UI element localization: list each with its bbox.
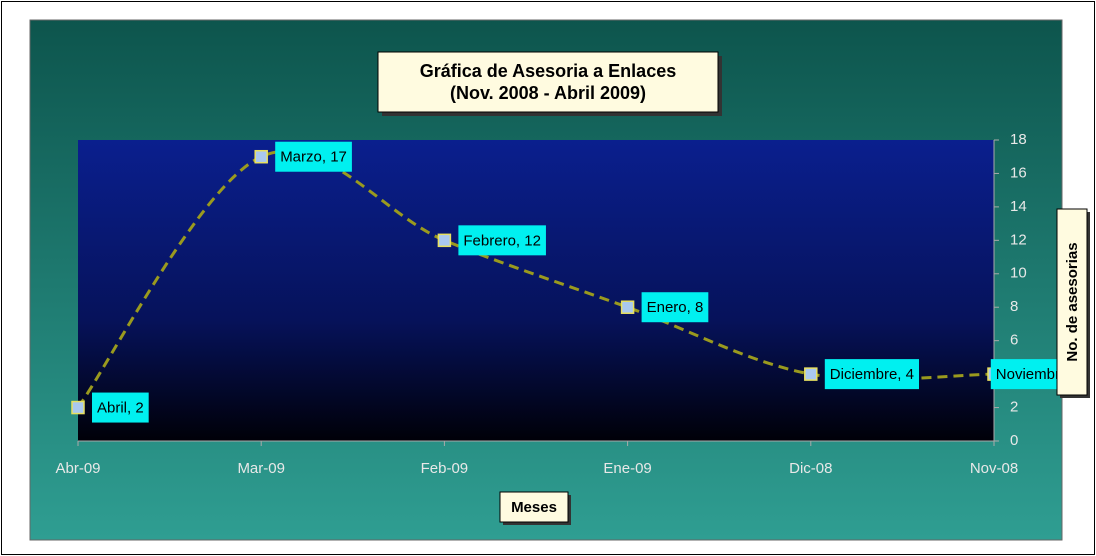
data-label: Enero, 8 <box>641 292 709 323</box>
y-tick-label: 0 <box>1010 432 1018 449</box>
x-title-box <box>499 491 569 523</box>
chart-title: Gráfica de Asesoria a Enlaces <box>420 61 676 81</box>
data-label-box <box>458 225 546 256</box>
x-tick-label: Feb-09 <box>421 460 469 477</box>
chart-subtitle: (Nov. 2008 - Abril 2009) <box>450 83 646 103</box>
plot-area <box>78 140 994 441</box>
data-label: Febrero, 12 <box>458 225 546 256</box>
x-tick-label: Mar-09 <box>237 460 285 477</box>
data-line <box>76 149 995 409</box>
y-tick-label: 6 <box>1010 332 1018 349</box>
title-box <box>377 51 719 113</box>
y-tick-label: 16 <box>1010 164 1027 181</box>
x-tick-label: Ene-09 <box>603 460 651 477</box>
data-point <box>620 300 635 314</box>
y-title-box <box>1056 208 1088 396</box>
data-label-text: Enero, 8 <box>647 299 704 316</box>
data-label-text: Febrero, 12 <box>463 232 541 249</box>
y-tick-label: 18 <box>1010 131 1027 148</box>
data-label-box <box>275 141 352 172</box>
data-label-box <box>641 292 709 323</box>
data-point <box>254 149 268 164</box>
y-tick-label: 2 <box>1010 399 1018 416</box>
y-tick-label: 12 <box>1010 231 1027 248</box>
data-label-text: Diciembre, 4 <box>830 366 914 383</box>
data-label-box <box>92 392 149 423</box>
y-tick-label: 8 <box>1010 298 1018 315</box>
y-tick-label: 14 <box>1010 198 1027 215</box>
x-tick-label: Abr-09 <box>55 460 100 477</box>
data-label: Abril, 2 <box>92 392 149 423</box>
data-point <box>437 233 452 248</box>
data-label-box <box>824 359 920 390</box>
data-label: Marzo, 17 <box>275 141 352 172</box>
x-axis-title: Meses <box>511 499 557 516</box>
data-label-text: Abril, 2 <box>97 400 144 417</box>
data-point <box>71 400 85 415</box>
x-tick-label: Dic-08 <box>789 460 832 477</box>
data-label: Diciembre, 4 <box>824 359 920 390</box>
data-point <box>804 367 818 381</box>
y-tick-label: 10 <box>1010 265 1027 282</box>
data-label-text: Marzo, 17 <box>280 149 347 166</box>
y-axis-title: No. de asesorias <box>1064 242 1081 361</box>
marks: 024681012141618Abr-09Mar-09Feb-09Ene-09D… <box>55 131 1090 477</box>
x-tick-label: Nov-08 <box>970 460 1018 477</box>
